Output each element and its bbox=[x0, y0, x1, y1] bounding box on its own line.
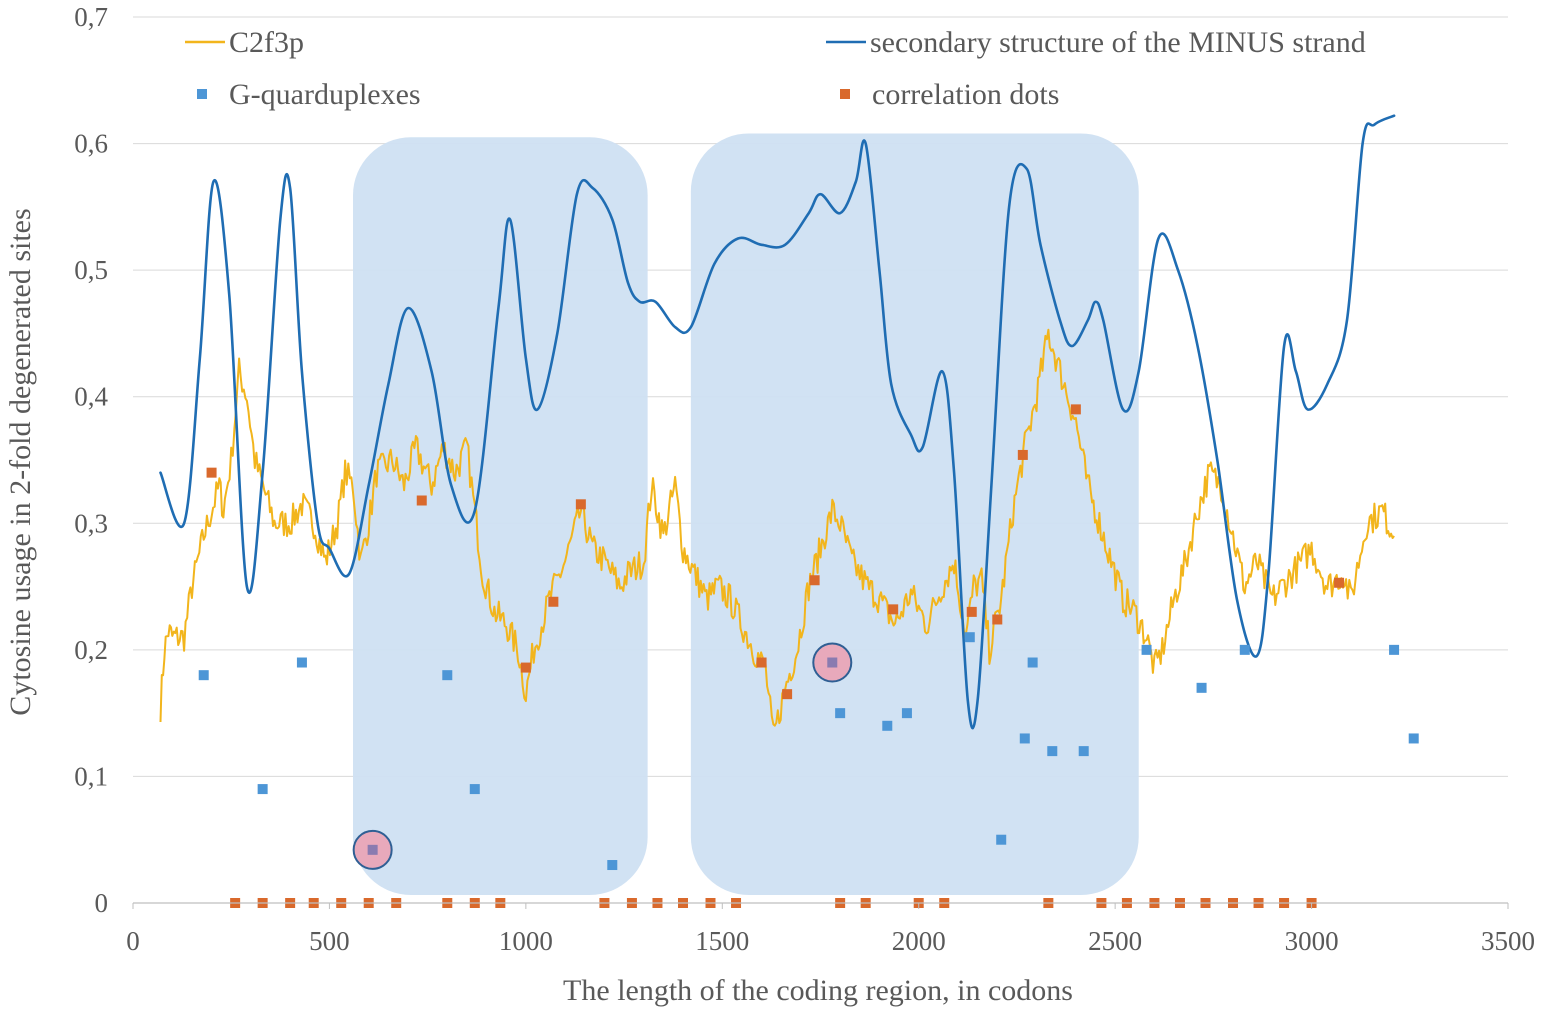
corr-point bbox=[1070, 404, 1081, 415]
legend-label: secondary structure of the MINUS strand bbox=[870, 26, 1366, 59]
legend-label: G-quarduplexes bbox=[229, 78, 421, 111]
corr-point bbox=[809, 575, 820, 586]
c2f3p-line bbox=[159, 328, 1395, 727]
corr-point bbox=[992, 614, 1003, 625]
axes: 0 0,1 0,2 0,3 0,4 0,5 0,6 0,7 0 500 1000 1500 2000 25… bbox=[74, 2, 1535, 956]
corr-point bbox=[1017, 449, 1028, 460]
legend-marker-swatch bbox=[197, 89, 207, 99]
line-series bbox=[159, 114, 1396, 730]
legend: C2f3p secondary structure of the MINUS st… bbox=[185, 26, 1366, 111]
gquad-point bbox=[1019, 733, 1030, 744]
gquad-point bbox=[198, 670, 209, 681]
gquad-point bbox=[996, 834, 1007, 845]
y-tick-label: 0,6 bbox=[74, 129, 108, 159]
x-tick-label: 3000 bbox=[1285, 926, 1339, 956]
gquad-point bbox=[1141, 644, 1152, 655]
gquad-point bbox=[1408, 733, 1419, 744]
corr-point bbox=[888, 604, 899, 615]
x-tick-label: 1000 bbox=[499, 926, 553, 956]
corr-point bbox=[548, 596, 559, 607]
gquad-point bbox=[257, 784, 268, 795]
corr-point bbox=[1334, 577, 1345, 588]
corr-point bbox=[416, 495, 427, 506]
y-tick-label: 0,7 bbox=[74, 2, 108, 32]
y-tick-label: 0 bbox=[95, 888, 109, 918]
shaded-regions bbox=[353, 133, 1139, 896]
y-axis-title: Cytosine usage in 2-fold degenerated sit… bbox=[4, 208, 37, 715]
x-axis-title: The length of the coding region, in codo… bbox=[563, 974, 1073, 1007]
legend-marker-swatch bbox=[840, 89, 850, 99]
x-tick-label: 3500 bbox=[1481, 926, 1535, 956]
gquad-point bbox=[442, 670, 453, 681]
corr-point bbox=[756, 657, 767, 668]
highlight-markers bbox=[352, 642, 853, 870]
gquad-point bbox=[1239, 644, 1250, 655]
corr-point bbox=[520, 662, 531, 673]
gquad-point bbox=[1389, 644, 1400, 655]
corr-point bbox=[782, 689, 793, 700]
x-tick-label: 2000 bbox=[892, 926, 946, 956]
highlight-point bbox=[827, 657, 838, 668]
gquad-point bbox=[882, 720, 893, 731]
legend-label: C2f3p bbox=[229, 26, 304, 59]
gquad-point bbox=[1027, 657, 1038, 668]
gquad-point bbox=[835, 708, 846, 719]
x-tick-label: 500 bbox=[309, 926, 350, 956]
gquad-point bbox=[469, 784, 480, 795]
y-tick-label: 0,1 bbox=[74, 761, 108, 791]
legend-label: correlation dots bbox=[872, 78, 1059, 111]
gquad-point bbox=[296, 657, 307, 668]
corr-point bbox=[966, 606, 977, 617]
shaded-region bbox=[690, 133, 1139, 896]
gquad-point bbox=[1047, 746, 1058, 757]
gquad-point bbox=[607, 860, 618, 871]
corr-point bbox=[206, 467, 217, 478]
x-tick-label: 1500 bbox=[695, 926, 749, 956]
y-tick-label: 0,5 bbox=[74, 255, 108, 285]
y-tick-label: 0,2 bbox=[74, 635, 108, 665]
gquad-point bbox=[901, 708, 912, 719]
x-tick-label: 2500 bbox=[1088, 926, 1142, 956]
y-tick-label: 0,4 bbox=[74, 382, 108, 412]
corr-point bbox=[575, 499, 586, 510]
shaded-region bbox=[353, 137, 648, 895]
highlight-point bbox=[367, 844, 378, 855]
gquad-point bbox=[1078, 746, 1089, 757]
gquad-point bbox=[964, 632, 975, 643]
x-tick-label: 0 bbox=[126, 926, 140, 956]
minus-strand-line bbox=[159, 114, 1396, 730]
y-tick-label: 0,3 bbox=[74, 508, 108, 538]
gquad-point bbox=[1196, 682, 1207, 693]
